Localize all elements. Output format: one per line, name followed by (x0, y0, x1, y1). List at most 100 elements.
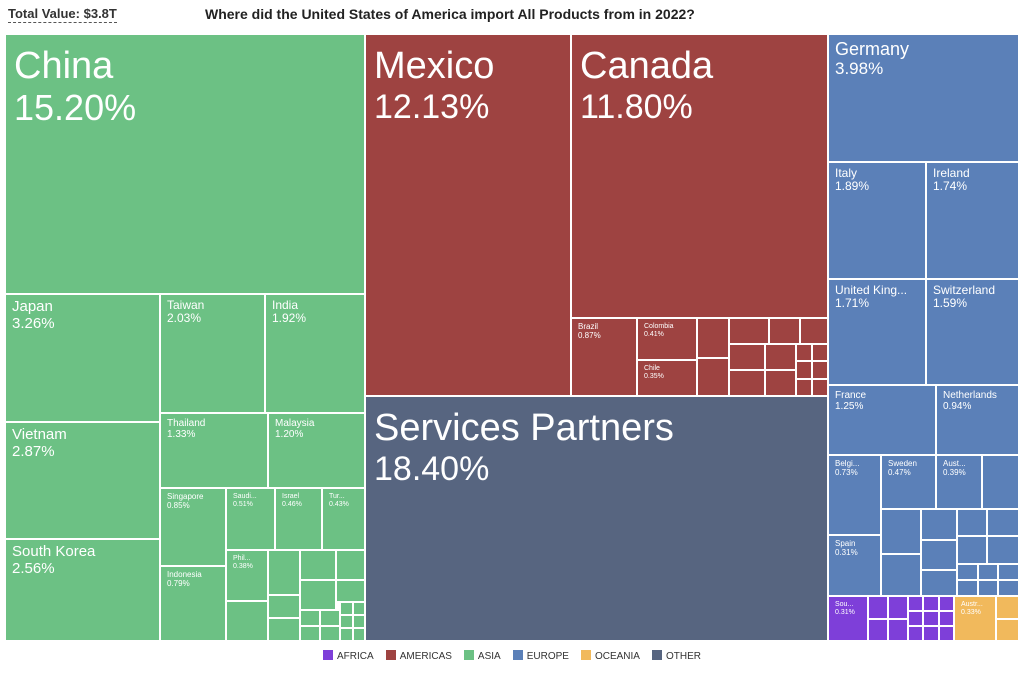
treemap-tile-small[interactable] (226, 601, 268, 641)
treemap-tile-canada[interactable]: Canada 11.80% (571, 34, 828, 318)
treemap-tile-sweden[interactable]: Sweden 0.47% (881, 455, 936, 509)
treemap-tile-small[interactable] (812, 378, 828, 396)
treemap-tile-small[interactable] (800, 318, 828, 344)
treemap-tile-small[interactable] (921, 509, 957, 540)
treemap-tile-small[interactable] (996, 618, 1019, 641)
treemap-tile-small[interactable] (987, 536, 1019, 564)
treemap-tile-israel[interactable]: Israel 0.46% (275, 488, 322, 550)
legend-item-africa[interactable]: AFRICA (323, 650, 374, 662)
treemap-tile-small[interactable] (957, 536, 987, 564)
treemap-tile-small[interactable] (300, 550, 336, 580)
treemap-tile-small[interactable] (957, 580, 978, 596)
treemap-tile-indonesia[interactable]: Indonesia 0.79% (160, 566, 226, 641)
legend-item-asia[interactable]: ASIA (463, 650, 501, 662)
treemap-tile-small[interactable] (921, 570, 957, 596)
treemap-tile-small[interactable] (868, 618, 888, 641)
treemap-tile-italy[interactable]: Italy 1.89% (828, 162, 926, 279)
treemap-tile-small[interactable] (769, 318, 800, 344)
treemap-tile-small[interactable] (352, 628, 365, 641)
treemap-tile-small[interactable] (796, 378, 812, 396)
treemap-tile-switzerland[interactable]: Switzerland 1.59% (926, 279, 1019, 385)
treemap-tile-small[interactable] (300, 610, 320, 626)
treemap-tile-phil[interactable]: Phil... 0.38% (226, 550, 268, 601)
legend-item-other[interactable]: OTHER (651, 650, 701, 662)
treemap-tile-japan[interactable]: Japan 3.26% (5, 294, 160, 422)
treemap-tile-thailand[interactable]: Thailand 1.33% (160, 413, 268, 488)
treemap-tile-taiwan[interactable]: Taiwan 2.03% (160, 294, 265, 413)
treemap-tile-small[interactable] (268, 550, 300, 595)
treemap-tile-singapore[interactable]: Singapore 0.85% (160, 488, 226, 566)
treemap-tile-brazil[interactable]: Brazil 0.87% (571, 318, 637, 396)
treemap-tile-small[interactable] (340, 602, 353, 615)
treemap-tile-small[interactable] (957, 509, 987, 536)
treemap-tile-small[interactable] (765, 344, 796, 370)
treemap-tile-small[interactable] (996, 596, 1019, 619)
treemap-tile-malaysia[interactable]: Malaysia 1.20% (268, 413, 365, 488)
treemap-tile-small[interactable] (908, 626, 924, 641)
treemap-tile-small[interactable] (888, 596, 908, 619)
treemap-tile-small[interactable] (868, 596, 888, 619)
treemap-tile-small[interactable] (998, 580, 1019, 596)
treemap-tile-small[interactable] (336, 580, 365, 602)
treemap-tile-vietnam[interactable]: Vietnam 2.87% (5, 422, 160, 539)
treemap-tile-netherlands[interactable]: Netherlands 0.94% (936, 385, 1019, 455)
treemap-tile-small[interactable] (340, 628, 353, 641)
treemap-tile-small[interactable] (923, 626, 939, 641)
treemap-tile-small[interactable] (268, 618, 300, 641)
treemap-tile-small[interactable] (300, 580, 336, 610)
treemap-tile-small[interactable] (881, 554, 921, 596)
treemap-tile-small[interactable] (938, 626, 954, 641)
treemap-tile-mexico[interactable]: Mexico 12.13% (365, 34, 571, 396)
treemap-tile-services-partners[interactable]: Services Partners 18.40% (365, 396, 828, 641)
treemap-tile-ireland[interactable]: Ireland 1.74% (926, 162, 1019, 279)
treemap-tile-small[interactable] (938, 611, 954, 626)
treemap-tile-small[interactable] (729, 370, 765, 396)
treemap-tile-small[interactable] (888, 618, 908, 641)
treemap-tile-india[interactable]: India 1.92% (265, 294, 365, 413)
treemap-tile-small[interactable] (998, 564, 1019, 580)
treemap-tile-chile[interactable]: Chile 0.35% (637, 360, 697, 396)
treemap-tile-small[interactable] (957, 564, 978, 580)
treemap-tile-small[interactable] (923, 611, 939, 626)
treemap-tile-small[interactable] (977, 580, 999, 596)
treemap-tile-small[interactable] (300, 625, 320, 641)
legend-item-americas[interactable]: AMERICAS (385, 650, 452, 662)
treemap-tile-small[interactable] (796, 361, 812, 379)
treemap-tile-small[interactable] (697, 318, 729, 358)
treemap-tile-small[interactable] (340, 615, 353, 628)
treemap-tile-austr[interactable]: Austr... 0.33% (954, 596, 996, 641)
treemap-tile-small[interactable] (336, 550, 365, 580)
treemap-tile-spain[interactable]: Spain 0.31% (828, 535, 881, 596)
treemap-tile-small[interactable] (268, 595, 300, 618)
treemap-tile-small[interactable] (352, 602, 365, 615)
treemap-tile-saudi[interactable]: Saudi... 0.51% (226, 488, 275, 550)
treemap-tile-small[interactable] (923, 596, 939, 611)
treemap-tile-small[interactable] (977, 564, 999, 580)
treemap-tile-china[interactable]: China 15.20% (5, 34, 365, 294)
treemap-tile-small[interactable] (908, 611, 924, 626)
treemap-tile-small[interactable] (796, 344, 812, 362)
legend-item-europe[interactable]: EUROPE (512, 650, 569, 662)
treemap-tile-small[interactable] (812, 344, 828, 362)
treemap-tile-small[interactable] (729, 318, 769, 344)
treemap-tile-small[interactable] (729, 344, 765, 370)
treemap-tile-france[interactable]: France 1.25% (828, 385, 936, 455)
treemap-tile-small[interactable] (812, 361, 828, 379)
treemap-tile-small[interactable] (320, 625, 340, 641)
treemap-tile-small[interactable] (982, 455, 1019, 509)
treemap-tile-small[interactable] (320, 610, 340, 626)
treemap-tile-small[interactable] (765, 370, 796, 396)
treemap-tile-tur[interactable]: Tur... 0.43% (322, 488, 365, 550)
treemap-tile-small[interactable] (921, 540, 957, 570)
treemap-tile-germany[interactable]: Germany 3.98% (828, 34, 1019, 162)
treemap-tile-colombia[interactable]: Colombia 0.41% (637, 318, 697, 360)
treemap-tile-small[interactable] (881, 509, 921, 554)
treemap-tile-small[interactable] (938, 596, 954, 611)
treemap-tile-small[interactable] (697, 358, 729, 396)
treemap-tile-small[interactable] (987, 509, 1019, 536)
treemap-tile-belgi[interactable]: Belgi... 0.73% (828, 455, 881, 535)
legend-item-oceania[interactable]: OCEANIA (580, 650, 640, 662)
treemap-tile-small[interactable] (908, 596, 924, 611)
treemap-tile-sou[interactable]: Sou... 0.31% (828, 596, 868, 641)
treemap-tile-small[interactable] (352, 615, 365, 628)
